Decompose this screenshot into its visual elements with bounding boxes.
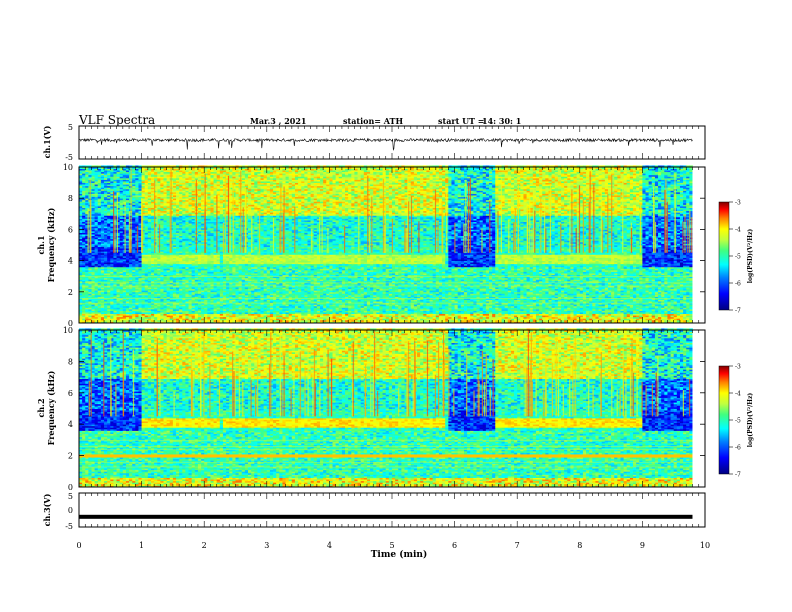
spec1-ytick-label: 8 <box>68 194 73 203</box>
ch1-ytick-top: 5 <box>68 123 73 132</box>
colorbar-tick-label: -6 <box>735 445 741 452</box>
x-axis-label: Time (min) <box>371 549 428 560</box>
colorbar-tick-label: -3 <box>735 200 741 207</box>
x-tick-label: 4 <box>327 541 332 550</box>
colorbar-tick-label: -7 <box>735 472 741 479</box>
x-tick-label: 3 <box>264 541 269 550</box>
ch2-spectrogram-image <box>79 328 705 487</box>
x-tick-label: 7 <box>515 541 520 550</box>
station-label: station= ATH <box>343 116 403 126</box>
spec2-ytick-label: 6 <box>68 389 73 398</box>
colorbar-tick-label: -3 <box>735 364 741 371</box>
ch1-colorbar-label: log(PSD)(V²/Hz) <box>747 229 754 284</box>
ch2-spec-ylabel: ch.2Frequency (kHz) <box>36 370 56 445</box>
x-tick-label: 10 <box>700 541 710 550</box>
date-label: Mar.3 , 2021 <box>250 116 307 126</box>
spec2-ytick-label: 0 <box>68 483 73 492</box>
colorbar-tick-label: -4 <box>735 391 741 398</box>
spec2-ytick-label: 4 <box>68 420 73 429</box>
spec2-ytick-label: 2 <box>68 452 73 461</box>
x-tick-label: 6 <box>452 541 457 550</box>
x-tick-label: 2 <box>202 541 207 550</box>
ch1-waveform-line <box>79 139 693 150</box>
colorbar-tick-label: -6 <box>735 281 741 288</box>
ch2-colorbar-label: log(PSD)(V²/Hz) <box>747 393 754 448</box>
ch3-constant-trace <box>79 515 692 519</box>
ch1-spec-ylabel: ch.1Frequency (kHz) <box>36 207 56 282</box>
ch2-colorbar: -3 -4 -5 -6 -7 log(PSD)(V²/Hz) <box>719 364 754 479</box>
ch1-spectrogram-image <box>79 165 705 323</box>
x-tick-label: 9 <box>640 541 645 550</box>
start-value: 14: 30: 1 <box>482 116 521 126</box>
spec2-ytick-label: 10 <box>63 326 73 335</box>
spec1-ytick-label: 6 <box>68 225 73 234</box>
ch1-waveform-trace <box>79 139 693 150</box>
colorbar-tick-label: -5 <box>735 254 741 261</box>
spec1-ytick-label: 10 <box>63 163 73 172</box>
ch3-ytick-mid: 0 <box>68 506 73 515</box>
ch3-ylabel: ch.3(V) <box>42 493 52 526</box>
colorbar-tick-label: -7 <box>735 308 741 315</box>
x-tick-label: 8 <box>577 541 582 550</box>
start-label: start UT = <box>438 116 485 126</box>
ch1-colorbar: -3 -4 -5 -6 -7 log(PSD)(V²/Hz) <box>719 200 754 315</box>
spec2-ytick-label: 8 <box>68 357 73 366</box>
ch3-waveform-line <box>79 515 692 519</box>
ch1-ylabel: ch.1(V) <box>42 125 52 158</box>
colorbar-tick-label: -5 <box>735 418 741 425</box>
x-tick-label: 1 <box>139 541 144 550</box>
ch2-spectrogram-panel: 0 2 4 6 8 10 ch.2Frequency (kHz) <box>36 326 705 492</box>
ch3-ytick-top: 5 <box>68 492 73 501</box>
ch1-ytick-bottom: -5 <box>65 153 73 162</box>
x-tick-labels: 0 1 2 3 4 5 6 7 8 9 10 <box>76 541 710 550</box>
x-tick-label: 5 <box>389 541 394 550</box>
chart-title: VLF Spectra <box>79 113 155 127</box>
spec1-ytick-label: 2 <box>68 288 73 297</box>
ch3-ytick-bottom: -5 <box>65 522 73 531</box>
colorbar-tick-label: -4 <box>735 227 741 234</box>
spec1-ytick-label: 4 <box>68 257 73 266</box>
x-tick-label: 0 <box>76 541 81 550</box>
